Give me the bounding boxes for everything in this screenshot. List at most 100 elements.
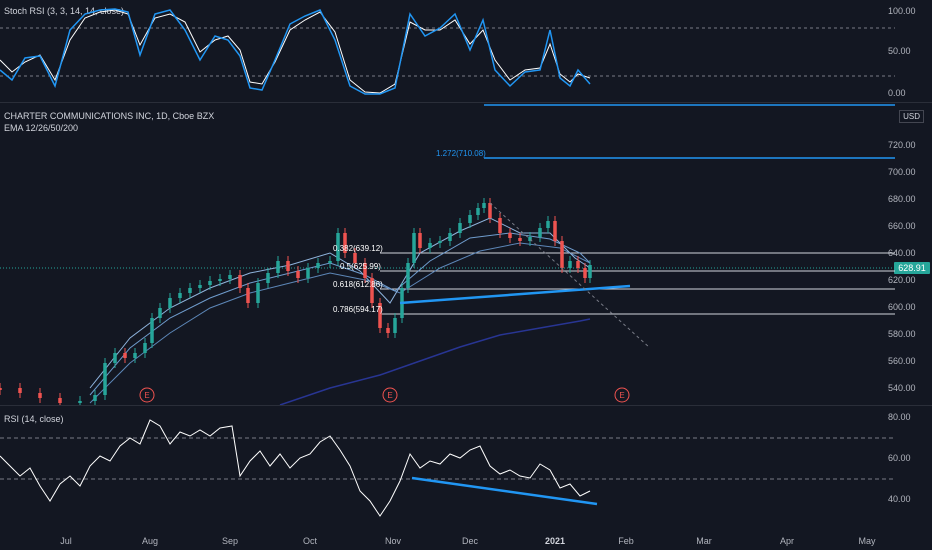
stoch-rsi-pane[interactable]: Stoch RSI (3, 3, 14, 14, close) 100.00 5… [0,0,932,102]
candle-body [476,208,480,215]
earnings-marker-3[interactable]: E [614,387,630,403]
stoch-tick-100: 100.00 [888,6,916,16]
ema-legend: EMA 12/26/50/200 [4,123,79,133]
ema-200-line [279,318,591,405]
price-tick-560: 560.00 [888,356,916,366]
earnings-marker-1[interactable]: E [139,387,155,403]
candle-body [143,343,147,353]
candle-body [386,328,390,333]
time-label-sep: Sep [221,536,239,546]
candle-body [178,293,182,298]
candle-body [78,401,82,403]
candle-body [406,263,410,288]
candle-body [113,353,117,363]
rsi-title: RSI (14, close) [4,414,64,424]
candle-body [296,271,300,278]
fib-label-0382: 0.382(639.12) [333,244,383,253]
time-label-aug: Aug [141,536,159,546]
candle-body [343,233,347,253]
candle-body [198,285,202,288]
time-axis[interactable]: Jul Aug Sep Oct Nov Dec 2021 Feb Mar Apr… [0,530,895,550]
candle-body [208,281,212,285]
rsi-tick-80: 80.00 [888,412,911,422]
fib-label-0786: 0.786(594.17) [333,305,383,314]
candle-body [428,243,432,248]
candle-body [588,265,592,278]
time-label-2021: 2021 [544,536,566,546]
candle-body [286,261,290,271]
earnings-marker-1-label: E [144,391,149,400]
candle-body [228,275,232,279]
candle-body [448,233,452,241]
price-tick-600: 600.00 [888,302,916,312]
price-tick-620: 620.00 [888,275,916,285]
time-label-apr: Apr [779,536,795,546]
candle-body [238,275,242,288]
candle-body [553,221,557,241]
candle-body [468,215,472,223]
rsi-tick-40: 40.00 [888,494,911,504]
stoch-rsi-title: Stoch RSI (3, 3, 14, 14, close) [4,6,125,16]
candle-body [168,298,172,308]
candle-body [393,318,397,333]
candle-body [546,221,550,228]
candle-body [560,241,564,268]
candle-body [316,263,320,268]
candle-body [266,273,270,283]
candle-body [508,233,512,238]
time-label-jul: Jul [60,536,72,546]
fib-label-0618: 0.618(612.86) [333,280,383,289]
stoch-tick-50: 50.00 [888,46,911,56]
candle-body [438,241,442,243]
time-label-feb: Feb [618,536,634,546]
candle-body [58,398,62,403]
rsi-pane[interactable]: RSI (14, close) 80.00 60.00 40.00 [0,406,932,530]
price-tick-680: 680.00 [888,194,916,204]
price-tick-660: 660.00 [888,221,916,231]
candle-body [188,288,192,293]
candle-body [363,263,367,278]
candle-body [518,238,522,241]
price-tick-540: 540.00 [888,383,916,393]
candle-body [256,283,260,303]
candle-body [353,253,357,263]
price-pane[interactable]: CHARTER COMMUNICATIONS INC, 1D, Cboe BZX… [0,103,932,405]
earnings-marker-2[interactable]: E [382,387,398,403]
earnings-marker-2-label: E [387,391,392,400]
time-label-oct: Oct [302,536,318,546]
candle-body [498,218,502,233]
ema-50-line [89,242,591,404]
candle-body [328,261,332,263]
candle-body [133,353,137,358]
candle-body [246,288,250,303]
candle-body [568,261,572,268]
rsi-divergence-trendline [411,476,598,506]
stoch-tick-0: 0.00 [888,88,906,98]
stoch-rsi-plot [0,8,895,95]
price-tick-580: 580.00 [888,329,916,339]
candle-body [583,268,587,278]
price-tick-720: 720.00 [888,140,916,150]
time-label-mar: Mar [696,536,712,546]
fib-label-1272: 1.272(710.08) [436,149,486,158]
rsi-line [0,419,591,517]
candle-body [418,233,422,248]
candle-body [482,203,486,208]
fib-label-05: 0.5(625.99) [340,262,381,271]
currency-button[interactable]: USD [899,110,924,123]
candle-body [103,363,107,395]
price-tick-640: 640.00 [888,248,916,258]
price-plot: E E E [0,104,895,405]
candle-body [123,353,127,358]
candle-body [378,303,382,328]
candle-body [276,261,280,273]
candle-body [412,233,416,263]
time-label-dec: Dec [461,536,479,546]
last-price-tag: 628.91 [894,262,930,274]
candle-body [158,308,162,318]
stoch-k-line [0,8,591,95]
candle-body [488,203,492,218]
candle-body [370,278,374,303]
candle-body [458,223,462,233]
candle-body [0,388,2,390]
